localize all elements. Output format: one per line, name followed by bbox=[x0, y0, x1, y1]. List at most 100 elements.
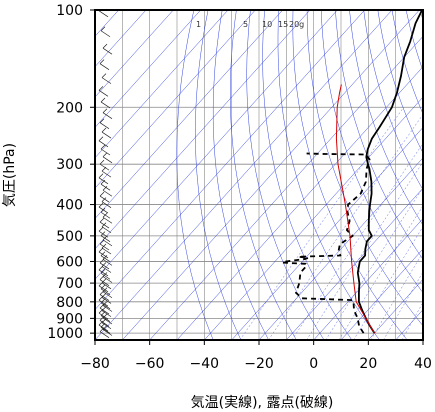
wind-barb-flag bbox=[99, 191, 105, 197]
y-tick-label: 700 bbox=[56, 276, 83, 292]
series-layer bbox=[281, 10, 423, 334]
x-axis-title: 気温(実線), 露点(破線) bbox=[191, 395, 334, 411]
dry-adiabat-line bbox=[230, 10, 297, 340]
wind-barb-flag bbox=[102, 325, 108, 330]
wind-barb-flag bbox=[100, 26, 106, 31]
x-tick-label: −20 bbox=[244, 356, 274, 372]
wind-barb bbox=[100, 148, 111, 156]
wind-barb-flag bbox=[100, 323, 106, 328]
dry-adiabat-line bbox=[176, 10, 214, 340]
dry-adiabat-line bbox=[320, 10, 423, 294]
wind-barb bbox=[101, 77, 112, 84]
wind-barb-flag bbox=[99, 239, 105, 245]
dry-adiabat-line bbox=[292, 10, 408, 340]
y-tick-label: 600 bbox=[56, 254, 83, 270]
dry-adiabat-line bbox=[391, 10, 423, 115]
wind-barb bbox=[100, 30, 111, 38]
dry-adiabat-line bbox=[262, 10, 353, 340]
isotherm-line bbox=[95, 10, 229, 159]
wind-barb bbox=[98, 269, 109, 277]
isotherm-line bbox=[422, 339, 423, 340]
wind-barb bbox=[99, 279, 110, 286]
mixing-ratio-label: 20g bbox=[289, 20, 304, 29]
wind-barb-flag bbox=[100, 268, 106, 274]
wind-barb bbox=[101, 131, 112, 139]
x-tick-label: −80 bbox=[80, 356, 110, 372]
wind-barb bbox=[98, 312, 109, 320]
wind-barb bbox=[102, 317, 113, 325]
isotherm-line bbox=[313, 218, 423, 340]
mixing-ratio-line bbox=[325, 187, 423, 340]
isotherm-line bbox=[95, 10, 393, 340]
wind-barb-flag bbox=[101, 222, 107, 227]
y-tick-label: 200 bbox=[56, 100, 83, 116]
isotherm-line bbox=[231, 127, 423, 340]
mixing-ratio-label: 15 bbox=[278, 20, 288, 29]
mixing-ratio-line bbox=[338, 205, 423, 340]
parcel-profile-line bbox=[335, 84, 375, 334]
dry-adiabat-line bbox=[377, 10, 423, 154]
dry-adiabat-line bbox=[195, 10, 242, 340]
wind-barb bbox=[99, 163, 110, 171]
isotherm-line bbox=[149, 35, 423, 340]
wind-barb-flag bbox=[101, 73, 107, 78]
wind-barb-column bbox=[98, 10, 113, 339]
wind-barb bbox=[102, 259, 113, 266]
wind-barb-flag bbox=[100, 284, 106, 290]
isotherm-line bbox=[258, 157, 423, 340]
wind-barb-flag bbox=[102, 152, 108, 158]
wind-barb bbox=[102, 156, 113, 164]
wind-barb bbox=[102, 189, 113, 197]
wind-barb-flag bbox=[102, 213, 108, 218]
wind-barb-flag bbox=[99, 290, 105, 295]
wind-barb-flag bbox=[99, 275, 105, 280]
wind-barb bbox=[101, 297, 112, 304]
y-tick-label: 500 bbox=[56, 229, 83, 245]
wind-barb bbox=[98, 140, 109, 148]
wind-barb-flag bbox=[98, 281, 104, 287]
mixing-ratio-label: 1 bbox=[196, 20, 201, 29]
wind-barb bbox=[100, 183, 111, 191]
wind-barb-flag bbox=[99, 217, 105, 223]
mixing-ratio-line bbox=[239, 107, 404, 340]
wind-barb bbox=[101, 266, 112, 273]
temperature-profile-line bbox=[356, 10, 423, 334]
x-tick-label: −60 bbox=[135, 356, 165, 372]
wind-barb bbox=[98, 90, 109, 97]
wind-barb bbox=[100, 302, 111, 310]
isotherm-line bbox=[395, 309, 423, 340]
wind-barb bbox=[98, 251, 109, 259]
x-tick-label: −40 bbox=[190, 356, 220, 372]
isotherm-line bbox=[176, 66, 423, 340]
wind-barb bbox=[101, 170, 112, 178]
wind-barb-flag bbox=[101, 127, 107, 133]
wind-barb-flag bbox=[102, 108, 108, 113]
wind-barb bbox=[102, 276, 113, 283]
x-tick-label: 0 bbox=[309, 356, 318, 372]
wind-barb bbox=[102, 216, 113, 224]
wind-barb-flag bbox=[100, 311, 106, 316]
x-tick-label: 20 bbox=[359, 356, 377, 372]
dry-adiabat-line bbox=[246, 10, 325, 340]
isotherm-line bbox=[122, 10, 420, 340]
wind-barb-flag bbox=[100, 298, 106, 304]
wind-barb bbox=[101, 247, 112, 255]
wind-barb-flag bbox=[98, 265, 104, 271]
isotherm-line bbox=[95, 10, 201, 128]
wind-barb bbox=[100, 235, 111, 242]
y-tick-label: 800 bbox=[56, 295, 83, 311]
wind-barb bbox=[102, 329, 113, 336]
wind-barb bbox=[98, 285, 109, 293]
isotherm-line bbox=[95, 10, 283, 219]
wind-barb bbox=[102, 47, 113, 55]
wind-barb bbox=[101, 310, 112, 317]
dewpoint-profile-line bbox=[281, 152, 371, 334]
wind-barb-flag bbox=[101, 243, 107, 249]
wind-barb-flag bbox=[102, 235, 108, 241]
wind-barb-flag bbox=[99, 303, 105, 309]
y-tick-label: 100 bbox=[56, 3, 83, 19]
wind-barb bbox=[99, 243, 110, 251]
wind-barb bbox=[100, 211, 111, 219]
wind-barb-flag bbox=[100, 208, 106, 213]
